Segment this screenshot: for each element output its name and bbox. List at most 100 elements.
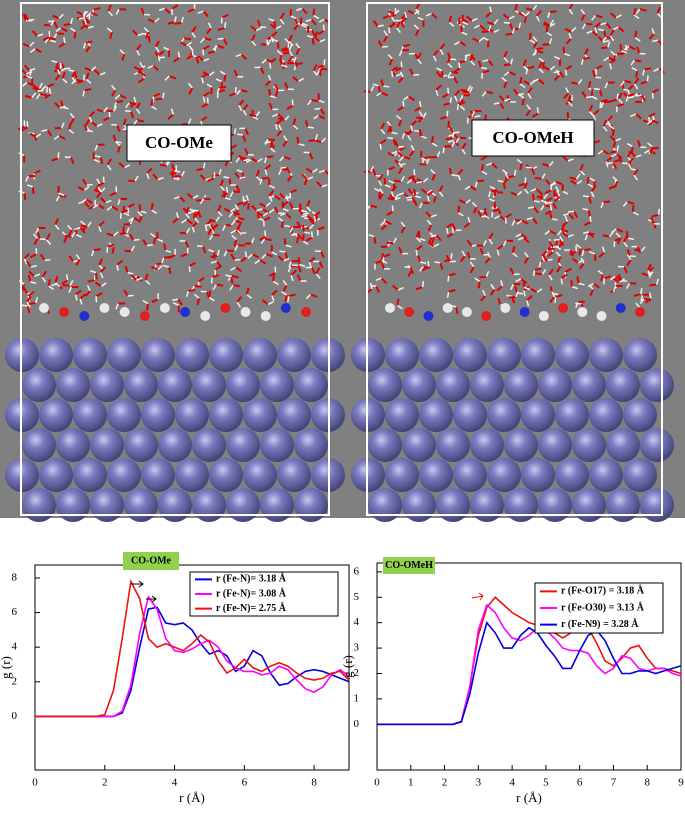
water-bond xyxy=(627,157,634,165)
water-bond xyxy=(391,150,398,155)
water-bond xyxy=(430,12,438,19)
water-bond xyxy=(147,18,156,24)
water-bond xyxy=(278,54,283,62)
water-bond xyxy=(282,51,290,55)
water-bond xyxy=(545,197,553,202)
water-bond xyxy=(242,134,247,142)
water-bond xyxy=(461,31,468,36)
water-bond xyxy=(150,265,159,271)
iron-atom xyxy=(640,428,674,462)
water-bond xyxy=(109,191,117,197)
water-bond xyxy=(79,293,87,300)
water-bond xyxy=(296,7,303,11)
water-bond xyxy=(168,266,172,275)
water-bond xyxy=(251,253,260,259)
water-bond xyxy=(25,260,32,268)
water-bond xyxy=(400,221,406,228)
water-bond xyxy=(163,243,167,251)
water-bond xyxy=(449,97,453,104)
water-bond xyxy=(453,67,461,74)
water-bond xyxy=(200,116,208,122)
water-bond xyxy=(58,42,66,48)
water-bond xyxy=(69,156,75,165)
water-bond xyxy=(171,4,179,10)
adsorbate-atom xyxy=(280,303,291,313)
water-bond xyxy=(236,133,244,136)
water-bond xyxy=(432,55,437,62)
water-bond xyxy=(59,194,67,198)
water-bond xyxy=(296,221,302,229)
water-bond xyxy=(282,279,288,286)
legend-label: r (Fe-N)= 2.75 Å xyxy=(216,602,287,614)
water-bond xyxy=(105,199,112,204)
water-bond xyxy=(157,50,165,57)
water-bond xyxy=(530,188,537,192)
water-bond xyxy=(649,283,657,287)
water-bond xyxy=(472,206,478,214)
water-bond xyxy=(397,105,405,112)
water-bond xyxy=(390,191,395,198)
water-bond xyxy=(133,96,137,103)
iron-atom xyxy=(589,398,623,432)
water-bond xyxy=(106,27,113,33)
iron-atom xyxy=(470,428,504,462)
water-bond xyxy=(454,95,458,102)
water-bond xyxy=(220,191,228,198)
water-bond xyxy=(602,119,608,127)
water-bond xyxy=(202,91,210,98)
water-bond xyxy=(307,176,314,180)
water-bond xyxy=(483,207,487,216)
water-bond xyxy=(588,111,595,117)
adsorbate-atom xyxy=(220,303,231,313)
water-bond xyxy=(163,264,170,268)
water-bond xyxy=(144,273,149,281)
water-bond xyxy=(86,183,93,186)
iron-atom xyxy=(453,338,487,372)
water-bond xyxy=(568,8,574,15)
water-bond xyxy=(564,28,572,33)
water-bond xyxy=(99,197,107,204)
water-bond xyxy=(380,223,388,231)
water-bond xyxy=(534,267,542,272)
water-bond xyxy=(624,80,632,84)
water-bond xyxy=(302,234,305,242)
water-bond xyxy=(616,93,619,100)
water-bond xyxy=(485,271,490,278)
water-bond xyxy=(392,237,398,244)
water-bond xyxy=(82,90,86,97)
water-bond xyxy=(376,91,382,97)
water-bond xyxy=(80,220,86,226)
water-bond xyxy=(466,15,473,22)
water-bond xyxy=(530,287,538,294)
adsorbate-atom xyxy=(260,311,271,321)
water-bond xyxy=(579,163,584,172)
water-bond xyxy=(317,29,325,36)
water-bond xyxy=(208,290,212,298)
water-bond xyxy=(553,70,560,74)
water-bond xyxy=(256,158,263,163)
water-bond xyxy=(630,59,636,66)
water-bond xyxy=(610,98,618,103)
water-bond xyxy=(28,301,36,305)
water-bond xyxy=(587,183,594,188)
water-bond xyxy=(595,76,602,79)
water-bond xyxy=(48,285,55,291)
water-bond xyxy=(386,210,394,216)
water-bond xyxy=(236,229,243,236)
water-bond xyxy=(210,254,218,258)
water-bond xyxy=(237,216,245,221)
water-bond xyxy=(209,223,216,231)
water-bond xyxy=(27,274,32,283)
water-bond xyxy=(290,15,297,20)
water-bond xyxy=(532,40,538,49)
water-bond xyxy=(221,13,229,19)
y-tick-label: 8 xyxy=(12,572,18,584)
water-bond xyxy=(154,17,160,23)
water-bond xyxy=(374,187,381,193)
water-bond xyxy=(627,95,635,99)
adsorbate-atom xyxy=(538,311,549,321)
iron-atom xyxy=(277,338,311,372)
water-bond xyxy=(525,68,529,75)
water-bond xyxy=(115,303,119,310)
water-bond xyxy=(620,80,625,87)
